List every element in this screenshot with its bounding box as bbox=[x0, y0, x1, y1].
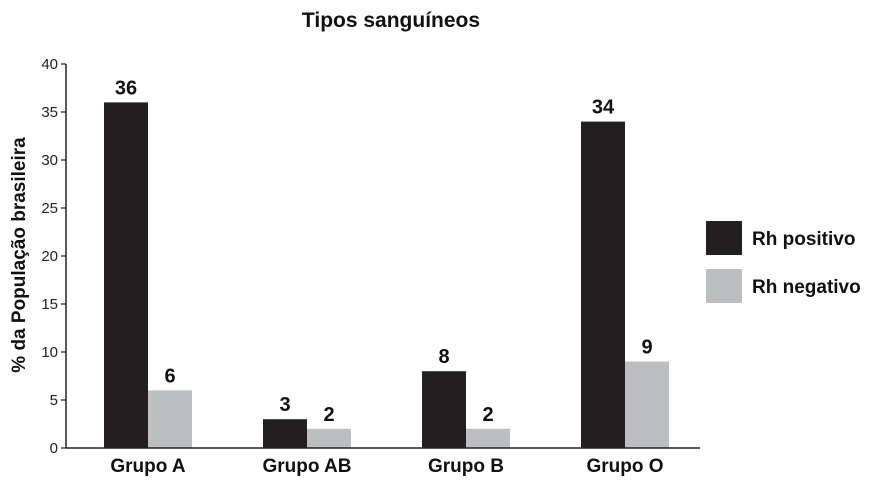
bar-value-label: 8 bbox=[438, 346, 449, 368]
bar-value-label: 6 bbox=[164, 365, 175, 387]
y-tick-label: 20 bbox=[41, 248, 58, 265]
y-tick-label: 5 bbox=[50, 392, 58, 409]
y-tick-label: 15 bbox=[41, 296, 58, 313]
y-axis-label: % da População brasileira bbox=[9, 137, 30, 373]
category-label: Grupo A bbox=[110, 456, 186, 477]
legend-label: Rh negativo bbox=[752, 277, 861, 298]
bar-value-label: 3 bbox=[279, 394, 290, 416]
legend-swatch bbox=[706, 221, 742, 255]
bar bbox=[466, 428, 510, 448]
bar bbox=[148, 390, 192, 448]
bar bbox=[625, 361, 669, 448]
x-axis-category-labels: Grupo A Grupo AB Grupo B Grupo O bbox=[110, 456, 663, 477]
y-tick-label: 10 bbox=[41, 344, 58, 361]
bar bbox=[307, 428, 351, 448]
chart-title: Tipos sanguíneos bbox=[302, 9, 480, 32]
category-label: Grupo AB bbox=[262, 456, 351, 477]
bar-value-label: 2 bbox=[482, 404, 493, 426]
y-tick-label: 30 bbox=[41, 152, 58, 169]
y-tick-label: 25 bbox=[41, 200, 58, 217]
y-tick-label: 0 bbox=[50, 440, 58, 457]
bar-value-label: 34 bbox=[592, 97, 615, 119]
legend-swatch bbox=[706, 269, 742, 303]
bar bbox=[581, 121, 625, 448]
bar bbox=[422, 371, 466, 448]
bar-value-label: 2 bbox=[323, 404, 334, 426]
bars bbox=[104, 102, 669, 449]
data-labels: 36 6 3 2 8 2 34 9 bbox=[115, 77, 653, 425]
bar bbox=[263, 419, 307, 448]
category-label: Grupo O bbox=[586, 456, 663, 477]
bar bbox=[104, 102, 148, 449]
bar-value-label: 36 bbox=[115, 77, 137, 99]
legend-label: Rh positivo bbox=[752, 229, 855, 250]
y-tick-label: 35 bbox=[41, 104, 58, 121]
bar-value-label: 9 bbox=[641, 337, 652, 359]
y-tick-label: 40 bbox=[41, 56, 58, 73]
legend: Rh positivo Rh negativo bbox=[706, 221, 861, 303]
category-label: Grupo B bbox=[428, 456, 504, 477]
y-axis-ticks: 0 5 10 15 20 25 30 35 40 bbox=[41, 56, 66, 457]
